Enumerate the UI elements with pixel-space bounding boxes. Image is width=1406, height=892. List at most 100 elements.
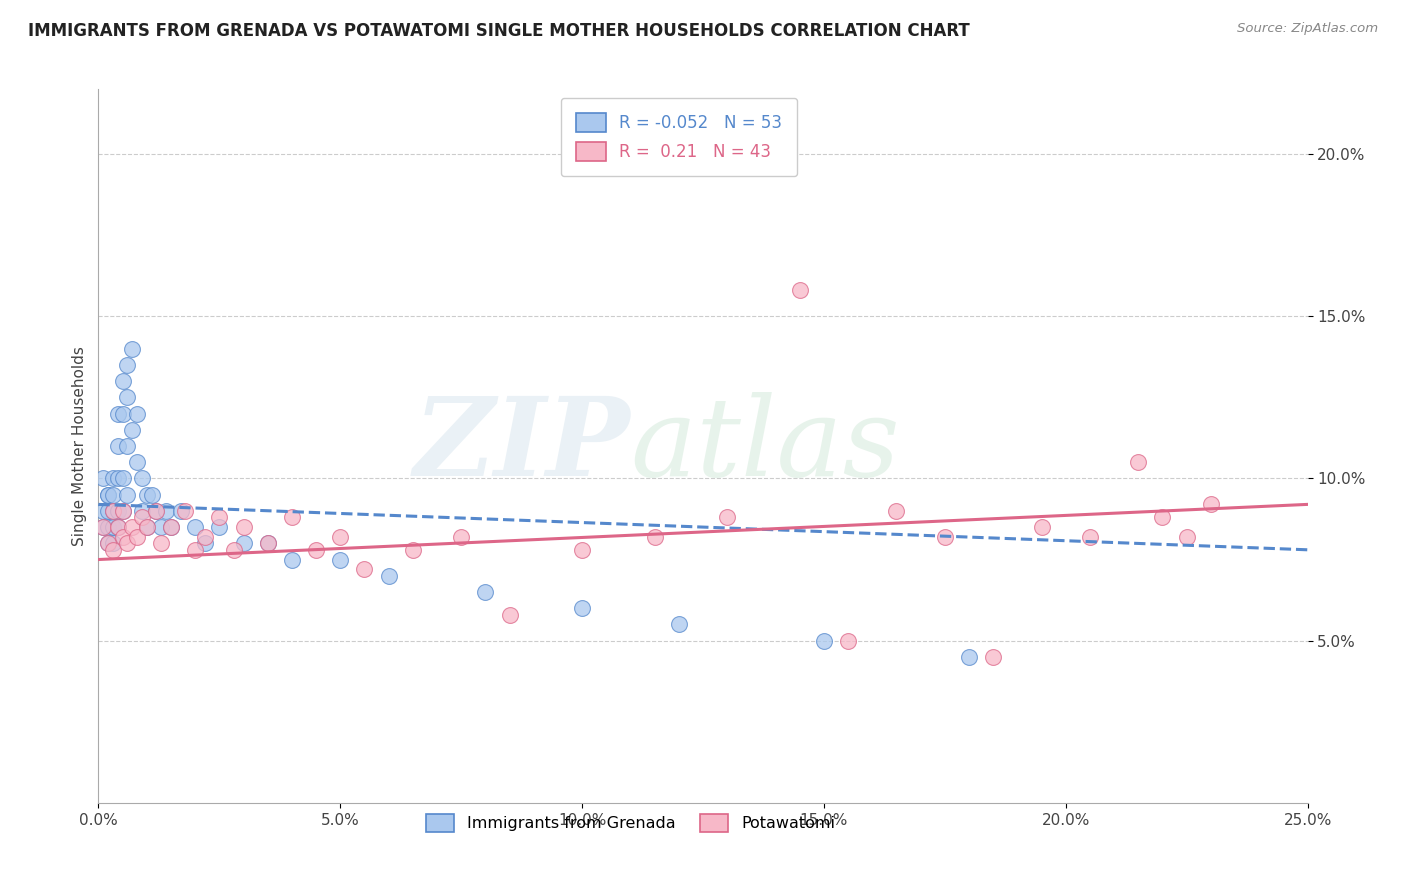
- Point: [208, 520, 231, 534]
- Point: [141, 488, 163, 502]
- Point: [101, 536, 124, 550]
- Point: [329, 530, 352, 544]
- Text: Source: ZipAtlas.com: Source: ZipAtlas.com: [1237, 22, 1378, 36]
- Point: [644, 530, 666, 544]
- Point: [232, 536, 254, 550]
- Point: [281, 552, 304, 566]
- Point: [194, 530, 217, 544]
- Point: [131, 504, 153, 518]
- Point: [111, 471, 134, 485]
- Point: [101, 520, 124, 534]
- Point: [107, 504, 129, 518]
- Point: [353, 562, 375, 576]
- Point: [121, 342, 143, 356]
- Point: [145, 504, 167, 518]
- Point: [111, 530, 134, 544]
- Point: [150, 536, 173, 550]
- Point: [813, 633, 835, 648]
- Point: [174, 504, 197, 518]
- Point: [101, 471, 124, 485]
- Point: [837, 633, 859, 648]
- Point: [91, 504, 114, 518]
- Point: [107, 520, 129, 534]
- Point: [91, 520, 114, 534]
- Text: atlas: atlas: [630, 392, 900, 500]
- Y-axis label: Single Mother Households: Single Mother Households: [72, 346, 87, 546]
- Point: [222, 542, 245, 557]
- Point: [107, 439, 129, 453]
- Point: [789, 283, 811, 297]
- Point: [160, 520, 183, 534]
- Point: [256, 536, 278, 550]
- Point: [402, 542, 425, 557]
- Point: [1175, 530, 1198, 544]
- Point: [127, 530, 149, 544]
- Point: [111, 374, 134, 388]
- Point: [886, 504, 908, 518]
- Point: [377, 568, 399, 582]
- Legend: Immigrants from Grenada, Potawatomi: Immigrants from Grenada, Potawatomi: [413, 801, 848, 845]
- Point: [571, 601, 593, 615]
- Point: [121, 520, 143, 534]
- Point: [111, 407, 134, 421]
- Point: [194, 536, 217, 550]
- Point: [97, 536, 120, 550]
- Point: [208, 510, 231, 524]
- Point: [135, 488, 157, 502]
- Point: [127, 455, 149, 469]
- Point: [329, 552, 352, 566]
- Point: [281, 510, 304, 524]
- Point: [981, 649, 1004, 664]
- Point: [135, 520, 157, 534]
- Point: [121, 423, 143, 437]
- Point: [117, 390, 139, 404]
- Point: [111, 504, 134, 518]
- Point: [169, 504, 191, 518]
- Point: [101, 542, 124, 557]
- Point: [498, 607, 520, 622]
- Point: [107, 407, 129, 421]
- Point: [571, 542, 593, 557]
- Point: [957, 649, 980, 664]
- Point: [97, 488, 120, 502]
- Point: [97, 488, 120, 502]
- Point: [155, 504, 177, 518]
- Point: [1078, 530, 1101, 544]
- Point: [934, 530, 956, 544]
- Point: [101, 504, 124, 518]
- Point: [256, 536, 278, 550]
- Point: [131, 510, 153, 524]
- Point: [111, 504, 134, 518]
- Point: [160, 520, 183, 534]
- Point: [184, 520, 207, 534]
- Point: [145, 504, 167, 518]
- Point: [131, 471, 153, 485]
- Point: [97, 536, 120, 550]
- Point: [97, 520, 120, 534]
- Point: [232, 520, 254, 534]
- Point: [135, 520, 157, 534]
- Text: IMMIGRANTS FROM GRENADA VS POTAWATOMI SINGLE MOTHER HOUSEHOLDS CORRELATION CHART: IMMIGRANTS FROM GRENADA VS POTAWATOMI SI…: [28, 22, 970, 40]
- Point: [101, 488, 124, 502]
- Point: [107, 520, 129, 534]
- Point: [184, 542, 207, 557]
- Text: ZIP: ZIP: [413, 392, 630, 500]
- Point: [97, 504, 120, 518]
- Point: [668, 617, 690, 632]
- Point: [450, 530, 472, 544]
- Point: [474, 585, 496, 599]
- Point: [305, 542, 328, 557]
- Point: [1031, 520, 1053, 534]
- Point: [1152, 510, 1174, 524]
- Point: [107, 471, 129, 485]
- Point: [117, 439, 139, 453]
- Point: [716, 510, 738, 524]
- Point: [1128, 455, 1150, 469]
- Point: [1199, 497, 1222, 511]
- Point: [117, 536, 139, 550]
- Point: [127, 407, 149, 421]
- Point: [91, 471, 114, 485]
- Point: [117, 488, 139, 502]
- Point: [91, 520, 114, 534]
- Point: [117, 358, 139, 372]
